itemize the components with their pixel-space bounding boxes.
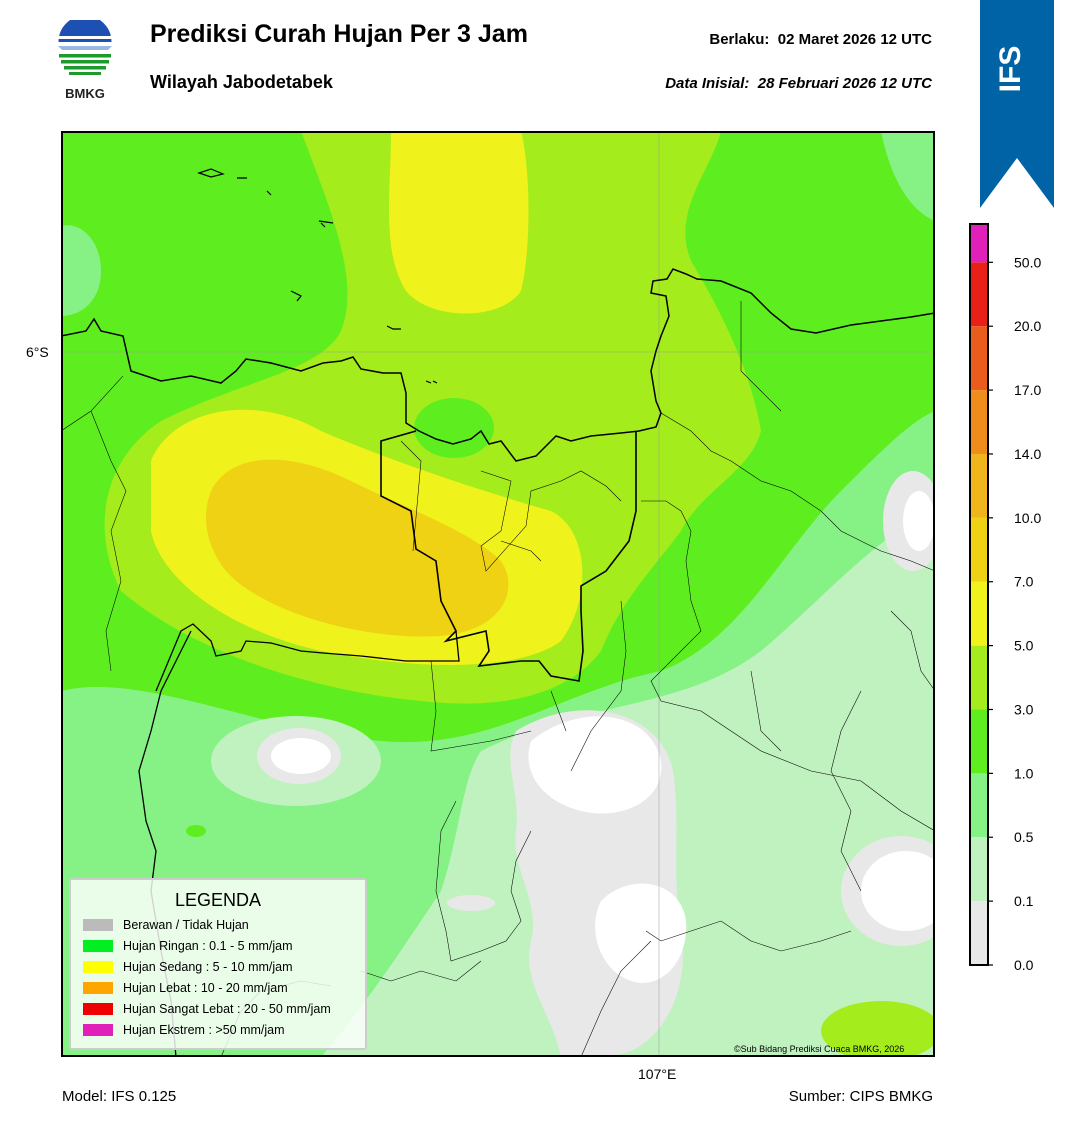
- colorbar-segment: [970, 901, 988, 965]
- valid-time: Berlaku: 02 Maret 2026 12 UTC: [709, 31, 932, 48]
- page-title: Prediksi Curah Hujan Per 3 Jam: [150, 20, 528, 48]
- source-label: Sumber: CIPS BMKG: [788, 1088, 933, 1105]
- legend-label: Hujan Sangat Lebat : 20 - 50 mm/jam: [123, 1002, 331, 1016]
- colorbar-tick-label: 0.5: [1014, 829, 1034, 845]
- colorbar-segment: [970, 326, 988, 391]
- colorbar-segment: [970, 773, 988, 838]
- rain-band-0.5-1-ne: [881, 131, 935, 221]
- legend-swatch: [83, 919, 113, 931]
- colorbar-tick-label: 3.0: [1014, 701, 1034, 717]
- colorbar-segment: [970, 645, 988, 710]
- colorbar-segment: [970, 453, 988, 518]
- rain-band-7-10: [206, 459, 509, 637]
- colorbar-tick-label: 0.0: [1014, 957, 1034, 973]
- colorbar-tick-label: 0.1: [1014, 893, 1034, 909]
- legend-item: Hujan Ringan : 0.1 - 5 mm/jam: [83, 938, 293, 954]
- model-ribbon: IFS: [980, 0, 1054, 208]
- rain-band-0-0.1-spot: [447, 895, 495, 911]
- colorbar-segment: [970, 262, 988, 327]
- legend-label: Hujan Ringan : 0.1 - 5 mm/jam: [123, 939, 293, 953]
- legend-item: Hujan Sedang : 5 - 10 mm/jam: [83, 959, 293, 975]
- no-rain-area-1: [528, 716, 662, 814]
- colorbar-segment: [970, 517, 988, 582]
- longitude-label: 107°E: [638, 1066, 677, 1082]
- legend-swatch: [83, 1003, 113, 1015]
- map-frame: [61, 131, 935, 1057]
- legend-swatch: [83, 940, 113, 952]
- rain-band-5-7-north: [389, 131, 529, 314]
- colorbar-tick-label: 10.0: [1014, 510, 1041, 526]
- islands: [197, 168, 438, 384]
- colorbar-tick-label: 1.0: [1014, 765, 1034, 781]
- legend-label: Berawan / Tidak Hujan: [123, 918, 249, 932]
- colorbar-tick-label: 5.0: [1014, 638, 1034, 654]
- legend-item: Hujan Lebat : 10 - 20 mm/jam: [83, 980, 288, 996]
- model-label: Model: IFS 0.125: [62, 1088, 177, 1105]
- colorbar-tick-label: 7.0: [1014, 574, 1034, 590]
- ribbon-label: IFS: [994, 46, 1027, 93]
- legend-item: Hujan Ekstrem : >50 mm/jam: [83, 1022, 285, 1038]
- rain-band-0.5-1-west: [61, 225, 101, 316]
- coastline: [61, 268, 935, 462]
- legend-box: LEGENDA Berawan / Tidak Hujan Hujan Ring…: [69, 878, 367, 1050]
- legend-label: Hujan Lebat : 10 - 20 mm/jam: [123, 981, 288, 995]
- valid-value: 02 Maret 2026 12 UTC: [777, 31, 932, 48]
- colorbar-segment: [970, 837, 988, 902]
- legend-swatch: [83, 961, 113, 973]
- legend-swatch: [83, 1024, 113, 1036]
- init-label: Data Inisial:: [665, 75, 750, 92]
- colorbar-segment: [970, 709, 988, 774]
- bmkg-logo: BMKG: [50, 14, 120, 102]
- map-credit: ©Sub Bidang Prediksi Cuaca BMKG, 2026: [734, 1044, 905, 1054]
- rain-band-3-5-se: [821, 1001, 935, 1057]
- no-rain-area-2: [595, 883, 687, 983]
- rain-band-1-3-patch: [414, 398, 494, 458]
- rain-band-1-3-spot: [186, 825, 206, 837]
- no-rain-area-5: [903, 491, 935, 551]
- logo-text: BMKG: [65, 86, 105, 101]
- legend-item: Berawan / Tidak Hujan: [83, 917, 249, 933]
- legend-label: Hujan Sedang : 5 - 10 mm/jam: [123, 960, 293, 974]
- rainfall-map[interactable]: [61, 131, 935, 1057]
- latitude-label: 6°S: [26, 344, 49, 360]
- colorbar-frame: [969, 223, 989, 966]
- colorbar-tick-label: 17.0: [1014, 382, 1041, 398]
- colorbar-tick-label: 50.0: [1014, 254, 1041, 270]
- page-subtitle: Wilayah Jabodetabek: [150, 72, 333, 92]
- colorbar: 0.0 0.1 0.5 1.0 3.0 5.0 7.0 10.0 14.0 17.0 20.0 50.…: [962, 220, 1072, 980]
- legend-item: Hujan Sangat Lebat : 20 - 50 mm/jam: [83, 1001, 331, 1017]
- colorbar-segment: [970, 390, 988, 454]
- colorbar-tick-label: 20.0: [1014, 318, 1041, 334]
- init-time: Data Inisial: 28 Februari 2026 12 UTC: [665, 75, 932, 92]
- legend-title: LEGENDA: [174, 890, 262, 910]
- init-value: 28 Februari 2026 12 UTC: [757, 75, 932, 92]
- colorbar-tick-label: 14.0: [1014, 446, 1041, 462]
- valid-label: Berlaku:: [709, 31, 770, 48]
- legend-swatch: [83, 982, 113, 994]
- colorbar-segment: [970, 224, 988, 263]
- legend-label: Hujan Ekstrem : >50 mm/jam: [123, 1023, 285, 1037]
- no-rain-area-3: [271, 738, 331, 774]
- colorbar-segment: [970, 581, 988, 646]
- no-rain-area-4: [861, 851, 935, 931]
